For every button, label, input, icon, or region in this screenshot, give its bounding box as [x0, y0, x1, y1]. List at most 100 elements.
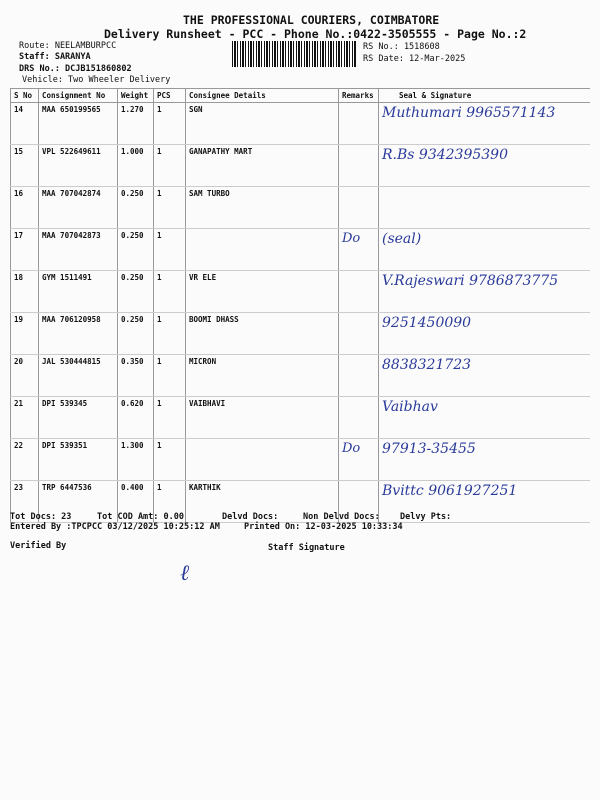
handwritten-signature: Muthumari 9965571143: [382, 105, 556, 121]
cell-cn: MAA 707042873: [38, 228, 118, 271]
non-delvd-docs: Non Delvd Docs:: [303, 512, 380, 522]
table-row: 19 MAA 706120958 0.250 1 BOOMI DHASS 92514500…: [10, 312, 590, 355]
col-consignment: Consignment No: [38, 88, 118, 103]
tot-docs: Tot Docs: 23: [10, 512, 72, 522]
company-title: THE PROFESSIONAL COURIERS, COIMBATORE: [183, 13, 440, 27]
table-row: 15 VPL 522649611 1.000 1 GANAPATHY MART R.Bs …: [10, 144, 590, 187]
table-row: 23 TRP 6447536 0.400 1 KARTHIK Bvittc 9061927…: [10, 480, 590, 523]
cell-sno: 20: [10, 354, 39, 397]
cell-remark: Do: [338, 228, 379, 271]
cell-sno: 16: [10, 186, 39, 229]
cell-wt: 1.300: [117, 438, 154, 481]
table-row: 20 JAL 530444815 0.350 1 MICRON 8838321723: [10, 354, 590, 397]
col-weight: Weight: [117, 88, 154, 103]
cell-sig: Bvittc 9061927251: [378, 480, 590, 523]
handwritten-signature: Vaibhav: [382, 399, 438, 415]
cell-pcs: 1: [153, 438, 186, 481]
cell-sig: V.Rajeswari 9786873775: [378, 270, 590, 313]
rs-date: RS Date: 12-Mar-2025: [363, 54, 466, 64]
handwritten-signature: (seal): [382, 231, 422, 247]
cell-wt: 0.400: [117, 480, 154, 523]
cell-wt: 0.620: [117, 396, 154, 439]
cell-consignee: KARTHIK: [185, 480, 339, 523]
runsheet-subtitle: Delivery Runsheet - PCC - Phone No.:0422…: [104, 27, 527, 41]
cell-pcs: 1: [153, 396, 186, 439]
col-consignee: Consignee Details: [185, 88, 339, 103]
cell-sno: 22: [10, 438, 39, 481]
cell-remark: [338, 186, 379, 229]
table-row: 21 DPI 539345 0.620 1 VAIBHAVI Vaibhav: [10, 396, 590, 439]
table-row: 22 DPI 539351 1.300 1 Do 97913-35455: [10, 438, 590, 481]
entered-by: Entered By :TPCPCC 03/12/2025 10:25:12 A…: [10, 522, 220, 532]
cell-sig: (seal): [378, 228, 590, 271]
cell-sig: Muthumari 9965571143: [378, 102, 590, 145]
cell-remark: [338, 396, 379, 439]
cell-consignee: GANAPATHY MART: [185, 144, 339, 187]
handwritten-remark: Do: [342, 441, 361, 456]
cell-sno: 17: [10, 228, 39, 271]
cell-sig: Vaibhav: [378, 396, 590, 439]
cell-wt: 1.270: [117, 102, 154, 145]
cell-consignee: [185, 438, 339, 481]
cell-sno: 21: [10, 396, 39, 439]
cell-pcs: 1: [153, 102, 186, 145]
drs-no: DRS No.: DCJB151860802: [19, 64, 132, 74]
handwritten-signature: Bvittc 9061927251: [382, 483, 518, 499]
cell-pcs: 1: [153, 186, 186, 229]
route: Route: NEELAMBURPCC: [19, 41, 117, 51]
cell-sno: 19: [10, 312, 39, 355]
col-pcs: PCS: [153, 88, 186, 103]
cell-sig: R.Bs 9342395390: [378, 144, 590, 187]
handwritten-signature: V.Rajeswari 9786873775: [382, 273, 559, 289]
printed-on: Printed On: 12-03-2025 10:33:34: [244, 522, 403, 532]
col-sno: S No: [10, 88, 39, 103]
verified-by: Verified By: [10, 541, 67, 551]
rs-no: RS No.: 1518608: [363, 42, 440, 52]
table-row: 18 GYM 1511491 0.250 1 VR ELE V.Rajeswari 978…: [10, 270, 590, 313]
cell-pcs: 1: [153, 480, 186, 523]
cell-sno: 23: [10, 480, 39, 523]
cell-wt: 1.000: [117, 144, 154, 187]
cell-consignee: SGN: [185, 102, 339, 145]
cell-cn: MAA 706120958: [38, 312, 118, 355]
tot-cod: Tot COD Amt: 0.00: [97, 512, 184, 522]
cell-sno: 18: [10, 270, 39, 313]
cell-pcs: 1: [153, 270, 186, 313]
cell-remark: [338, 354, 379, 397]
cell-pcs: 1: [153, 228, 186, 271]
cell-consignee: [185, 228, 339, 271]
cell-pcs: 1: [153, 144, 186, 187]
handwritten-signature: 8838321723: [382, 357, 472, 373]
cell-remark: [338, 144, 379, 187]
cell-sig: 97913-35455: [378, 438, 590, 481]
cell-remark: Do: [338, 438, 379, 481]
cell-sno: 14: [10, 102, 39, 145]
cell-cn: TRP 6447536: [38, 480, 118, 523]
cell-wt: 0.250: [117, 228, 154, 271]
cell-sig: [378, 186, 590, 229]
cell-sig: 9251450090: [378, 312, 590, 355]
handwritten-signature: 9251450090: [382, 315, 472, 331]
cell-wt: 0.250: [117, 270, 154, 313]
cell-pcs: 1: [153, 312, 186, 355]
delvy-pts: Delvy Pts:: [400, 512, 452, 522]
consignment-table: S No Consignment No Weight PCS Consignee…: [10, 88, 590, 523]
staff: Staff: SARANYA: [19, 52, 91, 62]
cell-cn: JAL 530444815: [38, 354, 118, 397]
handwritten-remark: Do: [342, 231, 361, 246]
cell-sno: 15: [10, 144, 39, 187]
cell-sig: 8838321723: [378, 354, 590, 397]
delvd-docs: Delvd Docs:: [222, 512, 279, 522]
cell-remark: [338, 102, 379, 145]
cell-cn: MAA 650199565: [38, 102, 118, 145]
handwritten-initial: ℓ: [180, 561, 190, 586]
table-row: 14 MAA 650199565 1.270 1 SGN Muthumari 996557…: [10, 102, 590, 145]
staff-signature: Staff Signature: [268, 543, 345, 553]
cell-cn: VPL 522649611: [38, 144, 118, 187]
barcode: [232, 41, 356, 67]
table-row: 17 MAA 707042873 0.250 1 Do (seal): [10, 228, 590, 271]
cell-consignee: BOOMI DHASS: [185, 312, 339, 355]
col-signature: Seal & Signature: [378, 88, 590, 103]
cell-remark: [338, 480, 379, 523]
